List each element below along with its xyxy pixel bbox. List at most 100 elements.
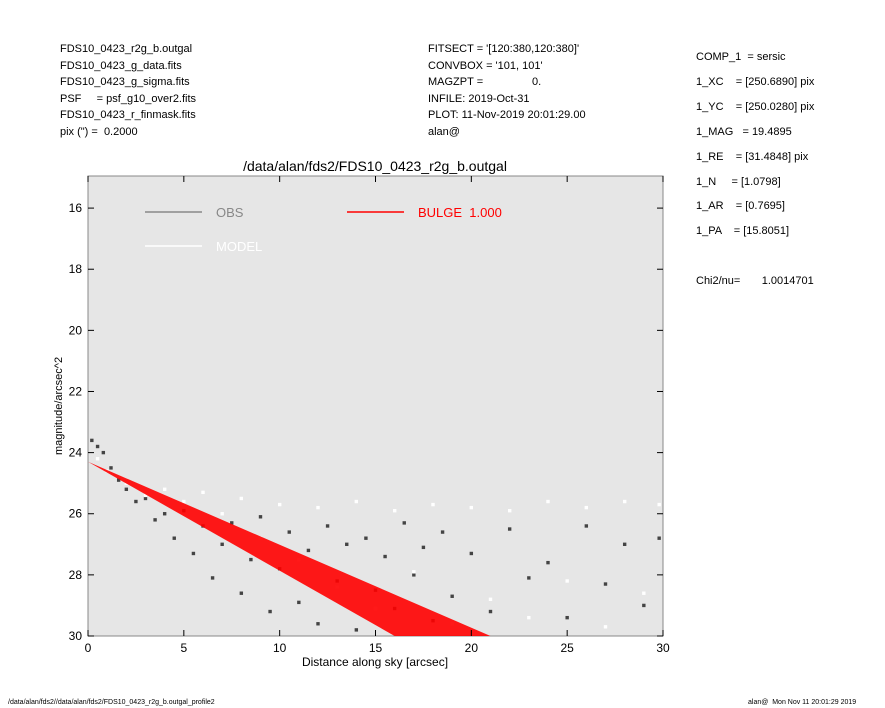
x-tick-label: 25 <box>560 641 574 655</box>
x-tick-label: 30 <box>656 641 670 655</box>
point <box>258 515 263 519</box>
point <box>469 505 474 510</box>
point <box>249 557 253 562</box>
model-wedge <box>88 461 491 636</box>
point <box>124 487 129 491</box>
point <box>546 499 550 504</box>
point <box>182 499 186 504</box>
point <box>239 591 244 595</box>
header-right-line: 1_MAG = 19.4895 <box>696 125 792 138</box>
header-center-line: PLOT: 11-Nov-2019 20:01:29.00 <box>428 109 586 122</box>
point <box>316 622 320 626</box>
header-right-line: 1_RE = [31.4848] pix <box>696 150 809 163</box>
point <box>325 524 330 528</box>
x-tick-label: 5 <box>180 641 187 655</box>
point <box>584 505 589 510</box>
point <box>287 530 291 534</box>
header-left-line: FDS10_0423_r2g_b.outgal <box>60 43 193 55</box>
point <box>95 444 100 449</box>
y-tick-label: 18 <box>69 262 83 276</box>
legend-label: BULGE 1.000 <box>418 205 502 220</box>
header-right-line: 1_AR = [0.7695] <box>696 200 785 213</box>
point <box>584 524 589 528</box>
header-left-line: FDS10_0423_g_data.fits <box>60 59 182 72</box>
point <box>383 554 387 559</box>
point <box>469 551 474 556</box>
x-tick-label: 0 <box>85 641 92 655</box>
point <box>507 527 512 531</box>
point <box>412 573 416 577</box>
y-tick-label: 30 <box>69 629 83 643</box>
header-right-line: 1_XC = [250.6890] pix <box>696 75 815 88</box>
point <box>622 542 627 547</box>
point <box>603 625 608 629</box>
chi2: Chi2/nu= 1.0014701 <box>696 275 814 287</box>
point <box>268 609 272 614</box>
footer-right: alan@ Mon Nov 11 20:01:29 2019 <box>748 699 857 706</box>
point <box>440 530 445 534</box>
header-center-line: alan@ <box>428 126 460 138</box>
header-center-line: FITSECT = '[120:380,120:380]' <box>428 43 580 55</box>
point <box>162 512 167 516</box>
point <box>527 615 531 620</box>
header-center-line: INFILE: 2019-Oct-31 <box>428 92 530 105</box>
header-center-line: CONVBOX = '101, 101' <box>428 59 543 72</box>
point <box>412 570 416 574</box>
header-right-line: 1_YC = [250.0280] pix <box>696 100 815 113</box>
y-tick-label: 28 <box>69 568 83 582</box>
point <box>642 603 646 608</box>
point <box>297 600 301 605</box>
point <box>345 542 349 547</box>
y-tick-label: 22 <box>69 384 83 398</box>
point <box>116 478 121 482</box>
chart-title: /data/alan/fds2/FDS10_0423_r2g_b.outgal <box>243 158 507 174</box>
x-tick-label: 15 <box>369 641 383 655</box>
point <box>101 450 106 455</box>
point <box>450 594 454 598</box>
point <box>220 542 224 547</box>
y-tick-label: 16 <box>69 201 83 215</box>
x-tick-label: 10 <box>273 641 287 655</box>
header-right-line: COMP_1 = sersic <box>696 51 786 63</box>
point <box>109 466 113 470</box>
point <box>191 551 196 556</box>
point <box>354 628 359 632</box>
point <box>134 499 138 504</box>
x-tick-label: 20 <box>465 641 479 655</box>
point <box>364 536 368 540</box>
header-center-line: MAGZPT = 0. <box>428 76 542 89</box>
legend-label: OBS <box>216 205 244 220</box>
point <box>507 508 512 513</box>
point <box>657 502 661 507</box>
header-left-line: FDS10_0423_r_finmask.fits <box>60 109 196 122</box>
point <box>172 536 176 540</box>
point <box>421 545 426 550</box>
data-layer <box>88 438 661 636</box>
point <box>603 582 608 586</box>
point <box>143 496 148 501</box>
point <box>239 496 244 501</box>
y-tick-label: 20 <box>69 323 83 337</box>
point <box>306 548 311 553</box>
header-left-line: pix (") = 0.2000 <box>60 126 138 138</box>
header-left-line: FDS10_0423_g_sigma.fits <box>60 76 190 89</box>
point <box>622 499 627 504</box>
header-right-line: 1_PA = [15.8051] <box>696 225 790 238</box>
point <box>316 505 320 510</box>
point <box>220 512 224 516</box>
point <box>162 487 167 491</box>
point <box>527 576 531 580</box>
point <box>488 609 493 614</box>
point <box>565 615 569 620</box>
plot-area <box>87 175 664 637</box>
footer-left: /data/alan/fds2//data/alan/fds2/FDS10_04… <box>8 699 215 706</box>
point <box>143 493 148 498</box>
point <box>201 490 205 495</box>
y-tick-label: 26 <box>69 507 83 521</box>
point <box>354 499 359 504</box>
y-tick-label: 24 <box>69 446 83 460</box>
point <box>642 591 646 595</box>
point <box>546 560 550 565</box>
